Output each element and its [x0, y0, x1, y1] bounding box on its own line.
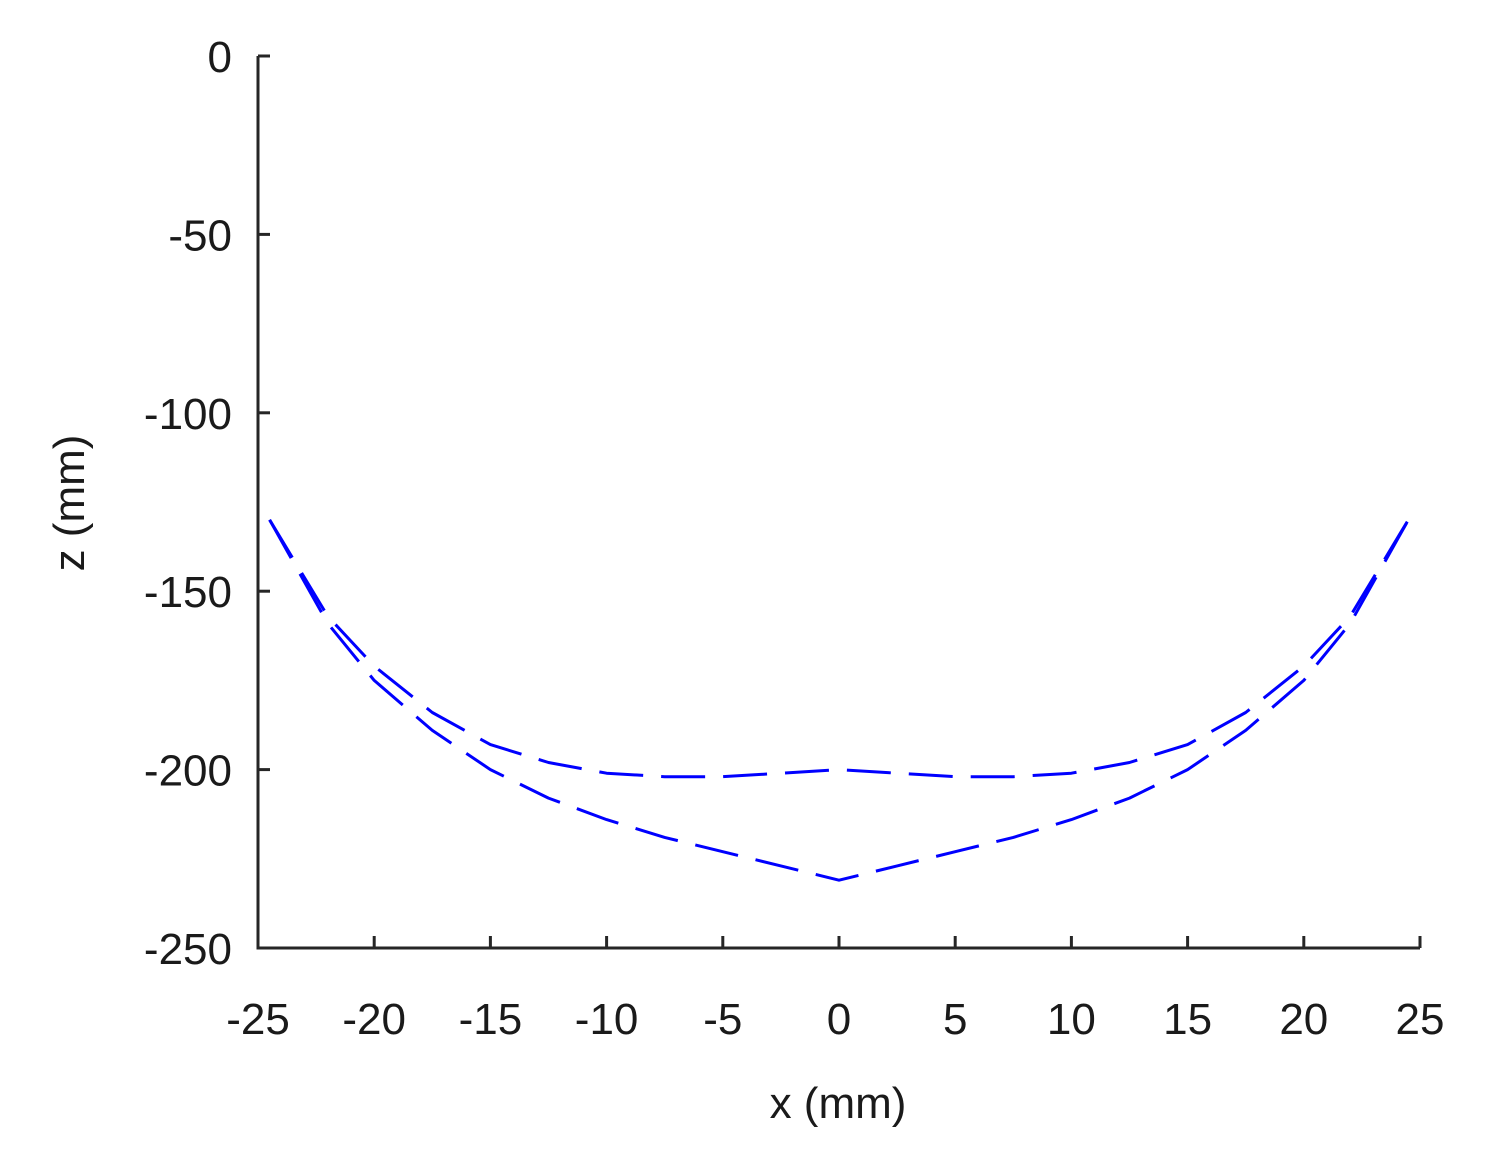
axis-lines	[256, 56, 1420, 950]
x-tick-label: -10	[575, 995, 639, 1044]
y-tick-label: -100	[144, 390, 232, 439]
x-tick-label: 25	[1396, 995, 1445, 1044]
x-tick-label: 0	[827, 995, 851, 1044]
y-tick-label: -150	[144, 568, 232, 617]
axes	[256, 56, 1420, 950]
series-layer	[268, 519, 1410, 882]
x-tick-label: 20	[1279, 995, 1328, 1044]
x-tick-label: 10	[1047, 995, 1096, 1044]
y-axis-label: z (mm)	[45, 435, 94, 572]
series-line-2	[268, 519, 1410, 882]
x-tick-label: -20	[342, 995, 406, 1044]
series-line-1	[268, 519, 1410, 779]
x-tick-label: -15	[459, 995, 523, 1044]
x-tick-label: 5	[943, 995, 967, 1044]
y-tick-label: 0	[208, 33, 232, 82]
tick-layer: -25 -20 -15 -10 -5 0 5 10 15 20 250-50-100-150-200…	[144, 33, 1445, 1044]
y-tick-label: -50	[168, 211, 232, 260]
x-tick-label: 15	[1163, 995, 1212, 1044]
x-tick-label: -25	[226, 995, 290, 1044]
y-tick-label: -200	[144, 747, 232, 796]
y-tick-label: -250	[144, 925, 232, 974]
x-tick-label: -5	[703, 995, 742, 1044]
x-axis-label: x (mm)	[770, 1079, 907, 1128]
